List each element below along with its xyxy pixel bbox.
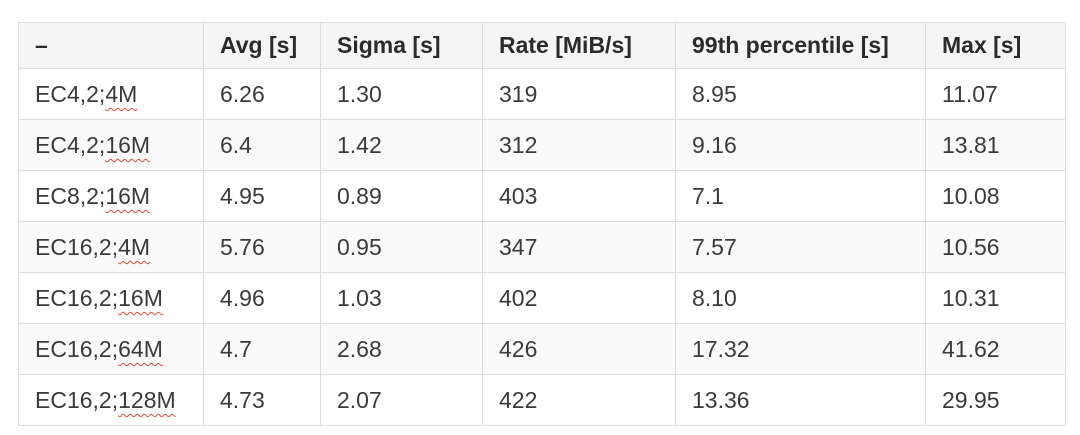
p99-cell: 17.32 bbox=[675, 323, 926, 375]
table-row: EC16,2;16M 4.96 1.03 402 8.10 10.31 bbox=[18, 272, 1066, 324]
config-prefix-text: EC4,2; bbox=[35, 132, 106, 158]
table-body: EC4,2;4M 6.26 1.30 319 8.95 11.07 EC4,2;… bbox=[18, 68, 1066, 426]
config-prefix-text: EC16,2; bbox=[35, 234, 119, 260]
column-header-sigma: Sigma [s] bbox=[320, 22, 483, 69]
rate-cell: 347 bbox=[482, 221, 676, 273]
column-header-config: – bbox=[18, 22, 204, 69]
table-row: EC4,2;4M 6.26 1.30 319 8.95 11.07 bbox=[18, 68, 1066, 120]
table-row: EC16,2;64M 4.7 2.68 426 17.32 41.62 bbox=[18, 323, 1066, 375]
config-size-misspelled-text: 16M bbox=[105, 183, 151, 209]
config-cell: EC16,2;16M bbox=[18, 272, 204, 324]
config-prefix-text: EC16,2; bbox=[35, 387, 119, 413]
config-prefix-text: EC8,2; bbox=[35, 183, 106, 209]
column-header-rate: Rate [MiB/s] bbox=[482, 22, 676, 69]
config-size-misspelled-text: 64M bbox=[118, 336, 163, 362]
max-cell: 10.08 bbox=[925, 170, 1066, 222]
avg-cell: 4.95 bbox=[203, 170, 321, 222]
config-size-misspelled-text: 128M bbox=[118, 387, 176, 413]
rate-cell: 426 bbox=[482, 323, 676, 375]
sigma-cell: 0.95 bbox=[320, 221, 483, 273]
avg-cell: 5.76 bbox=[203, 221, 321, 273]
sigma-cell: 2.07 bbox=[320, 374, 483, 426]
avg-cell: 4.96 bbox=[203, 272, 321, 324]
table-row: EC16,2;128M 4.73 2.07 422 13.36 29.95 bbox=[18, 374, 1066, 426]
config-size-misspelled-text: 16M bbox=[118, 285, 163, 311]
p99-cell: 7.1 bbox=[675, 170, 926, 222]
max-cell: 11.07 bbox=[925, 68, 1066, 120]
avg-cell: 6.4 bbox=[203, 119, 321, 171]
column-header-avg: Avg [s] bbox=[203, 22, 321, 69]
table-header-row: – Avg [s] Sigma [s] Rate [MiB/s] 99th pe… bbox=[18, 22, 1066, 69]
max-cell: 29.95 bbox=[925, 374, 1066, 426]
sigma-cell: 1.30 bbox=[320, 68, 483, 120]
config-cell: EC16,2;4M bbox=[18, 221, 204, 273]
sigma-cell: 1.03 bbox=[320, 272, 483, 324]
column-header-max: Max [s] bbox=[925, 22, 1066, 69]
config-cell: EC4,2;16M bbox=[18, 119, 204, 171]
config-prefix-text: EC16,2; bbox=[35, 285, 119, 311]
config-prefix-text: EC4,2; bbox=[35, 81, 106, 107]
p99-cell: 13.36 bbox=[675, 374, 926, 426]
avg-cell: 6.26 bbox=[203, 68, 321, 120]
config-size-misspelled-text: 4M bbox=[118, 234, 151, 260]
sigma-cell: 0.89 bbox=[320, 170, 483, 222]
config-cell: EC16,2;64M bbox=[18, 323, 204, 375]
max-cell: 10.56 bbox=[925, 221, 1066, 273]
column-header-99th-percentile: 99th percentile [s] bbox=[675, 22, 926, 69]
rate-cell: 402 bbox=[482, 272, 676, 324]
config-size-misspelled-text: 4M bbox=[105, 81, 138, 107]
p99-cell: 8.95 bbox=[675, 68, 926, 120]
max-cell: 13.81 bbox=[925, 119, 1066, 171]
rate-cell: 319 bbox=[482, 68, 676, 120]
rate-cell: 312 bbox=[482, 119, 676, 171]
table-row: EC4,2;16M 6.4 1.42 312 9.16 13.81 bbox=[18, 119, 1066, 171]
sigma-cell: 1.42 bbox=[320, 119, 483, 171]
rate-cell: 422 bbox=[482, 374, 676, 426]
p99-cell: 7.57 bbox=[675, 221, 926, 273]
config-cell: EC16,2;128M bbox=[18, 374, 204, 426]
avg-cell: 4.73 bbox=[203, 374, 321, 426]
config-size-misspelled-text: 16M bbox=[105, 132, 151, 158]
p99-cell: 9.16 bbox=[675, 119, 926, 171]
table-row: EC16,2;4M 5.76 0.95 347 7.57 10.56 bbox=[18, 221, 1066, 273]
avg-cell: 4.7 bbox=[203, 323, 321, 375]
config-cell: EC8,2;16M bbox=[18, 170, 204, 222]
max-cell: 10.31 bbox=[925, 272, 1066, 324]
config-cell: EC4,2;4M bbox=[18, 68, 204, 120]
p99-cell: 8.10 bbox=[675, 272, 926, 324]
rate-cell: 403 bbox=[482, 170, 676, 222]
max-cell: 41.62 bbox=[925, 323, 1066, 375]
benchmark-results-table: – Avg [s] Sigma [s] Rate [MiB/s] 99th pe… bbox=[18, 22, 1066, 426]
table-row: EC8,2;16M 4.95 0.89 403 7.1 10.08 bbox=[18, 170, 1066, 222]
config-prefix-text: EC16,2; bbox=[35, 336, 119, 362]
sigma-cell: 2.68 bbox=[320, 323, 483, 375]
